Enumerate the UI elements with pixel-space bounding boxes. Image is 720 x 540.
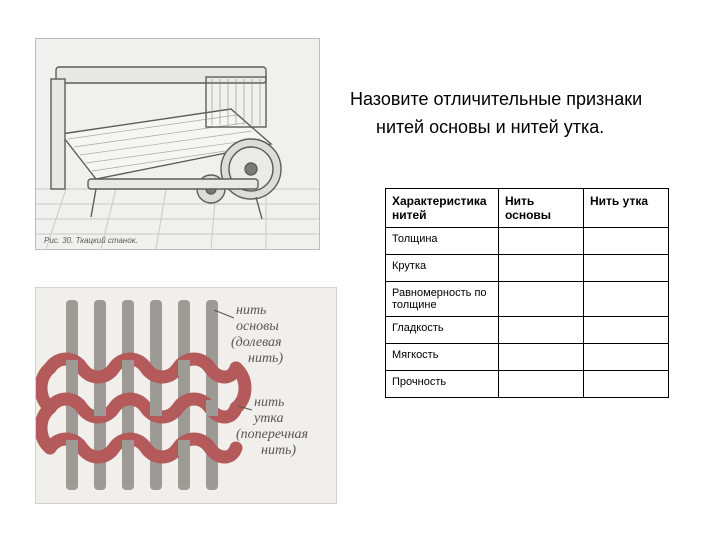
table-row: Равномерность по толщине — [386, 282, 669, 317]
table-row: Крутка — [386, 255, 669, 282]
cell-warp — [499, 344, 584, 371]
weave-warp-label-2: основы — [236, 319, 279, 334]
weave-weft-label-2: утка — [252, 411, 284, 426]
row-label: Толщина — [386, 228, 499, 255]
cell-weft — [584, 344, 669, 371]
loom-illustration: Рис. 30. Ткацкий станок. — [35, 38, 320, 250]
table-header-row: Характеристика нитей Нить основы Нить ут… — [386, 189, 669, 228]
row-label: Прочность — [386, 371, 499, 398]
table-row: Прочность — [386, 371, 669, 398]
weave-weft-label-4: нить) — [261, 443, 296, 458]
col-header-weft: Нить утка — [584, 189, 669, 228]
col-header-warp: Нить основы — [499, 189, 584, 228]
cell-warp — [499, 255, 584, 282]
table-row: Толщина — [386, 228, 669, 255]
weave-warp-label-4: нить) — [248, 351, 283, 366]
row-label: Крутка — [386, 255, 499, 282]
properties-table: Характеристика нитей Нить основы Нить ут… — [385, 188, 669, 398]
weave-warp-label-3: (долевая — [231, 335, 282, 350]
weave-weft-label-3: (поперечная — [236, 427, 308, 442]
heading-line-2: нитей основы и нитей утка. — [350, 114, 690, 142]
weave-warp-label-group: нить основы (долевая нить) — [231, 303, 283, 366]
loom-caption: Рис. 30. Ткацкий станок. — [44, 236, 138, 245]
row-label: Гладкость — [386, 317, 499, 344]
col-header-characteristic: Характеристика нитей — [386, 189, 499, 228]
table-row: Гладкость — [386, 317, 669, 344]
heading: Назовите отличительные признаки нитей ос… — [350, 86, 690, 142]
cell-weft — [584, 317, 669, 344]
heading-line-1: Назовите отличительные признаки — [350, 86, 690, 114]
cell-warp — [499, 228, 584, 255]
weave-svg: нить основы (долевая нить) нить утка (по… — [36, 288, 336, 503]
slide: Рис. 30. Ткацкий станок. — [0, 0, 720, 540]
weave-warp-label-1: нить — [236, 303, 266, 318]
row-label: Мягкость — [386, 344, 499, 371]
row-label: Равномерность по толщине — [386, 282, 499, 317]
cell-weft — [584, 371, 669, 398]
loom-svg — [36, 39, 319, 249]
table-row: Мягкость — [386, 344, 669, 371]
cell-weft — [584, 282, 669, 317]
cell-weft — [584, 255, 669, 282]
weave-weft-label-1: нить — [254, 395, 284, 410]
cell-warp — [499, 371, 584, 398]
cell-warp — [499, 282, 584, 317]
weave-illustration: нить основы (долевая нить) нить утка (по… — [35, 287, 337, 504]
cell-weft — [584, 228, 669, 255]
cell-warp — [499, 317, 584, 344]
